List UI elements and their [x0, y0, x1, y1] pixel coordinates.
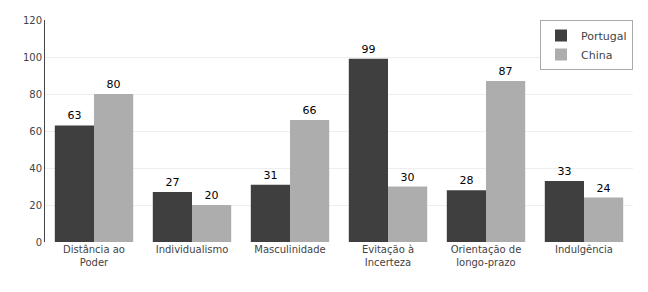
svg-text:30: 30 [401, 171, 415, 184]
svg-text:24: 24 [597, 182, 611, 195]
svg-text:Individualismo: Individualismo [156, 244, 229, 255]
svg-text:27: 27 [165, 176, 179, 189]
svg-text:40: 40 [29, 163, 42, 174]
svg-text:28: 28 [459, 174, 473, 187]
svg-text:Indulgência: Indulgência [555, 244, 613, 255]
svg-text:66: 66 [303, 104, 317, 117]
svg-text:63: 63 [67, 109, 81, 122]
svg-text:20: 20 [29, 200, 42, 211]
svg-text:20: 20 [205, 189, 219, 202]
svg-text:Distância aoPoder: Distância aoPoder [63, 244, 125, 268]
svg-text:0: 0 [36, 237, 42, 248]
svg-text:China: China [581, 49, 612, 62]
svg-text:80: 80 [29, 89, 42, 100]
svg-text:Evitação àIncerteza: Evitação àIncerteza [362, 244, 414, 268]
svg-text:120: 120 [23, 15, 42, 26]
svg-text:Orientação delongo-prazo: Orientação delongo-prazo [451, 244, 522, 268]
svg-text:Masculinidade: Masculinidade [254, 244, 325, 255]
svg-text:33: 33 [557, 165, 571, 178]
svg-text:Portugal: Portugal [581, 30, 627, 43]
svg-text:60: 60 [29, 126, 42, 137]
svg-text:99: 99 [361, 43, 375, 56]
svg-text:100: 100 [23, 52, 42, 63]
svg-text:87: 87 [499, 65, 513, 78]
svg-text:31: 31 [263, 169, 277, 182]
svg-text:80: 80 [107, 78, 121, 91]
